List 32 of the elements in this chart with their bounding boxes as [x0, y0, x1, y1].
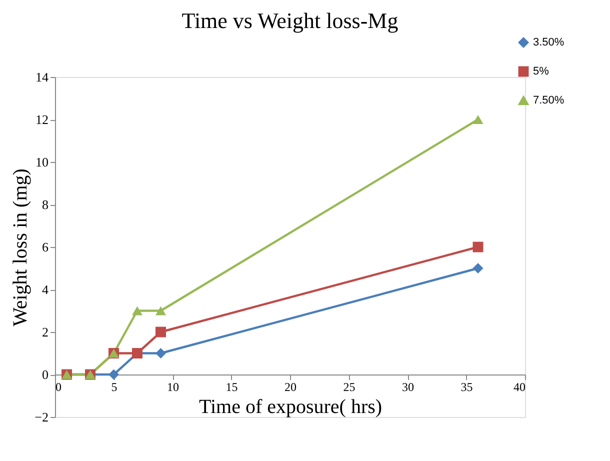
legend-label: 3.50%	[533, 36, 564, 48]
chart-title: Time vs Weight loss-Mg	[182, 8, 398, 33]
point	[156, 326, 166, 338]
y-tick-label: 8	[42, 197, 48, 212]
x-tick-label: 30	[402, 380, 414, 394]
y-tick-label: 4	[42, 282, 49, 297]
point	[472, 114, 484, 124]
point	[156, 348, 166, 358]
legend-label: 7.50%	[533, 94, 564, 106]
point	[156, 306, 166, 316]
y-tick-label: 14	[36, 70, 49, 84]
y-tick-label: 12	[36, 112, 48, 127]
x-tick-label: 25	[343, 380, 356, 394]
x-tick-label: 0	[56, 380, 62, 394]
y-tick-label: 6	[42, 240, 49, 254]
legend-label: 5%	[533, 66, 550, 78]
y-tick-label: 10	[36, 154, 48, 170]
y-tick-label: −2	[34, 410, 48, 424]
y-tick-label: 2	[42, 324, 48, 340]
x-tick-label: 10	[167, 380, 179, 394]
x-tick-label: 40	[514, 380, 526, 394]
x-tick-label: 20	[284, 380, 296, 394]
point	[108, 369, 119, 380]
y-axis-title: Weight loss in (mg)	[10, 168, 32, 326]
point	[132, 306, 142, 316]
x-tick-label: 35	[460, 380, 473, 394]
x-tick-label: 15	[226, 380, 238, 394]
x-tick-label: 5	[111, 380, 118, 394]
point	[472, 242, 484, 252]
point	[472, 263, 484, 274]
x-axis-title: Time of exposure( hrs)	[198, 396, 382, 418]
y-tick-label: 0	[42, 367, 48, 382]
